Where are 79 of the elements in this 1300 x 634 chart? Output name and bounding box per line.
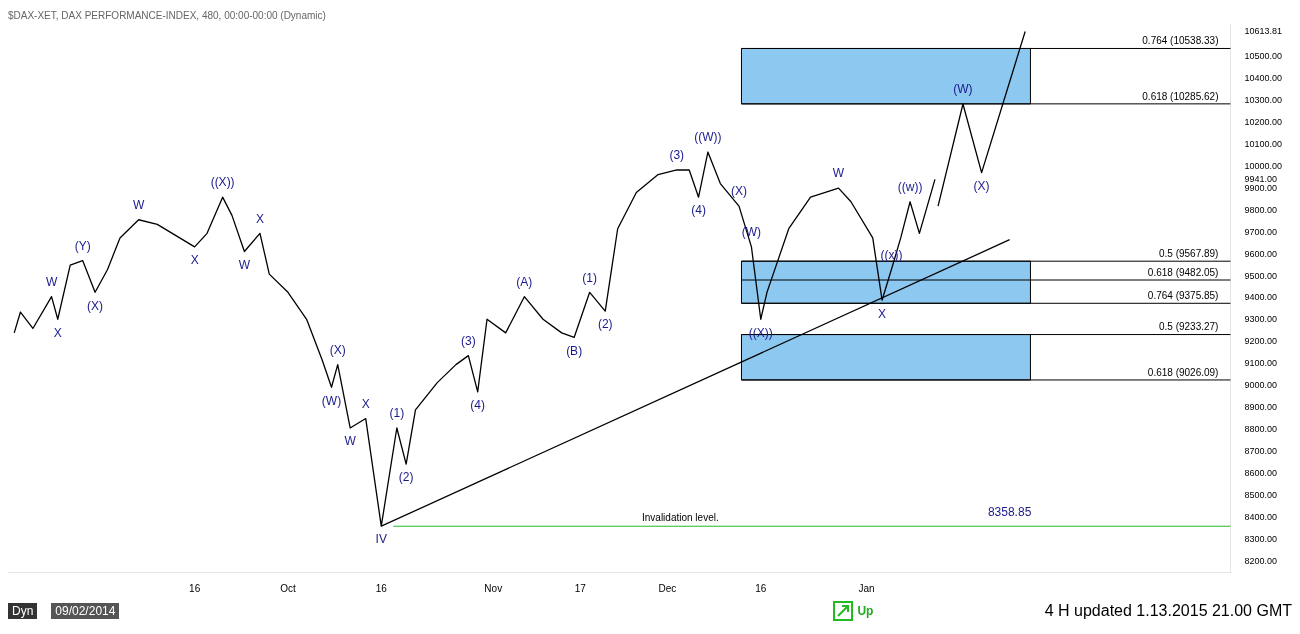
y-tick-label: 9941.00 (1244, 173, 1278, 184)
y-tick-label: 9400.00 (1244, 292, 1278, 303)
x-tick-label: 16 (189, 582, 201, 594)
annotation: (2) (398, 470, 414, 485)
y-tick-label: 9200.00 (1244, 336, 1278, 347)
y-tick-label: 8800.00 (1244, 424, 1278, 434)
annotation: ((X)) (210, 175, 235, 190)
annotation: X (53, 325, 62, 340)
y-tick-label: 8400.00 (1244, 511, 1278, 522)
annotation: W (238, 257, 251, 272)
y-tick-label: 9100.00 (1244, 358, 1278, 369)
text: Dyn (8, 603, 38, 619)
y-tick-label: 8600.00 (1244, 467, 1278, 478)
x-tick-label: 17 (574, 582, 587, 594)
ref-line-label: 0.618 (9482.05) (1147, 266, 1219, 278)
annotation: ((w)) (897, 180, 923, 195)
annotation: (W) (321, 393, 342, 408)
annotation: 8358.85 (987, 504, 1032, 519)
chart-title: $DAX-XET, DAX PERFORMANCE-INDEX, 480, 00:00-00:00 (Dynamic) (8, 9, 326, 21)
annotation: (B) (566, 343, 583, 358)
annotation: (Y) (74, 238, 91, 253)
x-tick-label: Jan (858, 582, 875, 594)
annotation: (W) (953, 82, 973, 97)
annotation: ((W)) (694, 130, 722, 145)
annotation: (X) (329, 342, 346, 357)
annotation: X (255, 211, 264, 226)
annotation: (2) (597, 317, 613, 332)
text: Up (857, 604, 874, 618)
annotation: (X) (973, 178, 990, 193)
annotation: IV (375, 532, 387, 547)
annotation: (4) (470, 398, 486, 413)
annotation: (4) (691, 203, 706, 218)
annotation: W (132, 198, 145, 213)
y-tick-label: 10613.81 (1244, 26, 1283, 37)
annotation: W (45, 275, 58, 289)
ref-line-label: 0.764 (10538.33) (1142, 35, 1219, 47)
annotation: (3) (669, 148, 685, 163)
annotation: (X) (87, 298, 104, 313)
x-tick-label: 16 (375, 582, 388, 594)
annotation: (X) (730, 184, 747, 199)
y-tick-label: 8500.00 (1244, 489, 1278, 500)
y-tick-label: 9000.00 (1244, 380, 1278, 391)
y-tick-label: 8700.00 (1244, 445, 1278, 456)
y-tick-label: 10000.00 (1244, 160, 1283, 171)
ref-line-label: 0.5 (9567.89) (1158, 247, 1219, 259)
y-tick-label: 9500.00 (1244, 270, 1278, 281)
annotation: W (832, 166, 845, 181)
annotation: X (878, 306, 887, 321)
annotation: (3) (461, 333, 476, 348)
y-tick-label: 10100.00 (1244, 139, 1283, 150)
y-tick-label: 8200.00 (1244, 555, 1278, 566)
y-tick-label: 10400.00 (1244, 73, 1283, 84)
annotation: (A) (516, 275, 533, 289)
y-tick-label: 9900.00 (1244, 182, 1278, 193)
ref-line-label: 0.764 (9375.85) (1147, 290, 1219, 302)
y-tick-label: 10200.00 (1244, 117, 1283, 128)
y-tick-label: 8300.00 (1244, 533, 1278, 544)
ref-line-label: Invalidation level. (641, 511, 719, 523)
y-tick-label: 9800.00 (1244, 204, 1278, 215)
annotation: (1) (582, 270, 598, 285)
annotation: X (361, 396, 370, 411)
ref-line-label: 0.618 (9026.09) (1147, 366, 1219, 378)
annotation: X (190, 253, 199, 268)
y-tick-label: 9600.00 (1244, 248, 1278, 259)
y-tick-label: 8900.00 (1244, 402, 1278, 413)
x-tick-label: Nov (484, 582, 503, 594)
x-tick-label: Oct (280, 582, 296, 594)
text: 09/02/2014 (51, 603, 120, 619)
x-tick-label: 16 (755, 582, 767, 594)
annotation: W (344, 434, 357, 449)
ref-line-label: 0.618 (10285.62) (1142, 90, 1219, 102)
ref-line-label: 0.5 (9233.27) (1158, 321, 1219, 333)
y-tick-label: 10300.00 (1244, 95, 1283, 106)
x-tick-label: Dec (658, 582, 677, 594)
text: 4 H updated 1.13.2015 21.00 GMT (1044, 602, 1292, 620)
y-tick-label: 10500.00 (1244, 51, 1283, 62)
annotation: (1) (389, 406, 405, 421)
y-tick-label: 9300.00 (1244, 314, 1278, 325)
y-tick-label: 9700.00 (1244, 226, 1278, 237)
